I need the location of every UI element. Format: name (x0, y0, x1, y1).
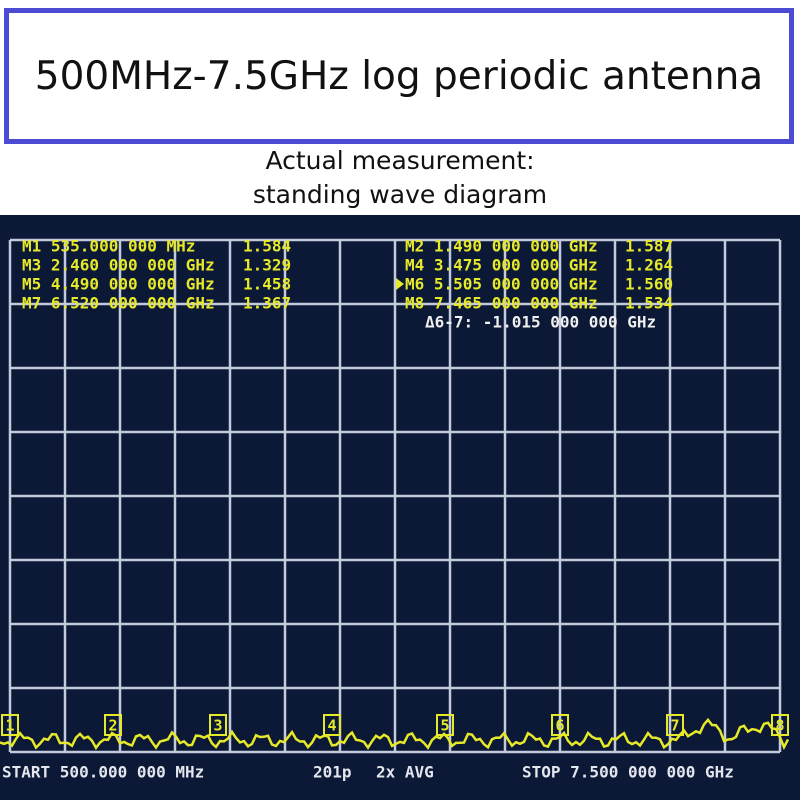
active-marker (396, 278, 404, 290)
analyzer-screen: M1 535.000 000 MHz 1.584 M3 2.460 000 000 … (0, 215, 800, 800)
footer-start: START 500.000 000 MHz (2, 763, 204, 782)
flag: 1 (5, 717, 14, 735)
flag-box (1, 714, 19, 736)
flag-box (666, 714, 684, 736)
grid (8, 238, 782, 754)
marker-label: M3 2.460 000 000 GHz (22, 256, 215, 275)
title: 500MHz-7.5GHz log periodic antenna (34, 53, 764, 99)
marker-label: M6 5.505 000 000 GHz (405, 275, 598, 294)
flag-box (436, 714, 454, 736)
flag: 4 (327, 717, 336, 735)
flag: 5 (440, 717, 449, 735)
screen-bg (0, 215, 800, 800)
delta: Δ6-7: -1.015 000 000 GHz (425, 313, 656, 332)
footer-stop: STOP 7.500 000 000 GHz (522, 763, 734, 782)
marker-label: M5 4.490 000 000 GHz (22, 275, 215, 294)
flag-box (771, 714, 789, 736)
marker-value: 1.534 (625, 294, 673, 313)
banner: 500MHz-7.5GHz log periodic antenna (4, 8, 794, 144)
flag: 2 (108, 717, 117, 735)
flag-box (209, 714, 227, 736)
marker-value: 1.587 (625, 237, 673, 256)
marker-value: 1.458 (243, 275, 291, 294)
marker-value: 1.584 (243, 237, 291, 256)
marker-label: M2 1.490 000 000 GHz (405, 237, 598, 256)
flag-box (104, 714, 122, 736)
marker-label: M7 6.520 000 000 GHz (22, 294, 215, 313)
marker-value: 1.367 (243, 294, 291, 313)
marker-value: 1.264 (625, 256, 673, 275)
marker-label: M8 7.465 000 000 GHz (405, 294, 598, 313)
marker-label: M1 535.000 000 MHz (22, 237, 195, 256)
footer-points: 201p (313, 763, 352, 782)
flag-box (551, 714, 569, 736)
subtitle: Actual measurement: (265, 146, 535, 175)
subtitle: standing wave diagram (252, 180, 548, 209)
flag-box (323, 714, 341, 736)
marker-value: 1.329 (243, 256, 291, 275)
flag: 3 (213, 717, 222, 735)
flag: 8 (775, 717, 784, 735)
footer-avg: 2x AVG (376, 763, 434, 782)
flag: 7 (670, 717, 679, 735)
marker-label: M4 3.475 000 000 GHz (405, 256, 598, 275)
marker-value: 1.560 (625, 275, 673, 294)
trace (0, 717, 790, 751)
flag: 6 (555, 717, 564, 735)
